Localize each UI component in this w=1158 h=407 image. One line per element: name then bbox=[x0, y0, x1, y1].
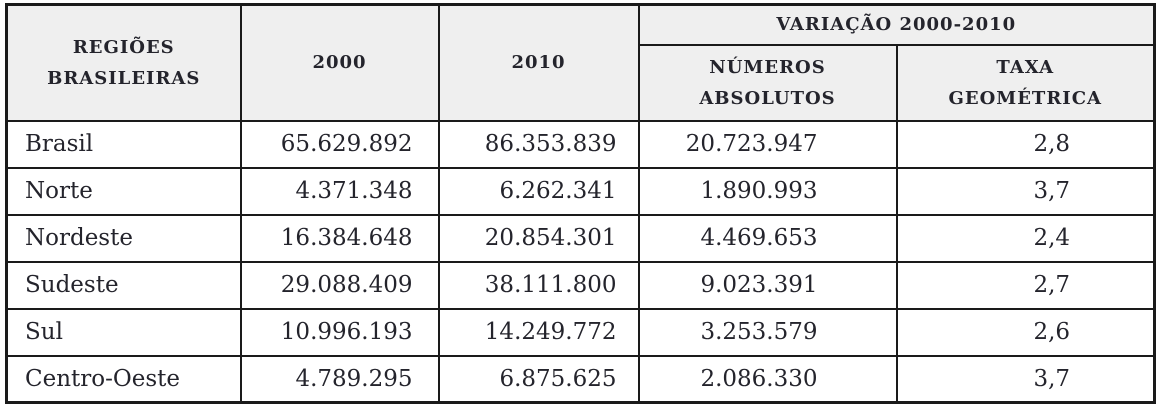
header-absolute-line1: NÚMEROS bbox=[709, 56, 826, 78]
cell-2000: 16.384.648 bbox=[239, 213, 440, 263]
cell-2000: 4.371.348 bbox=[239, 166, 440, 216]
cell-2010: 20.854.301 bbox=[437, 213, 640, 263]
cell-region: Centro-Oeste bbox=[5, 354, 242, 404]
cell-2010: 86.353.839 bbox=[437, 119, 640, 169]
cell-region: Norte bbox=[5, 166, 242, 216]
header-regions: REGIÕES BRASILEIRAS bbox=[5, 3, 242, 122]
table-row-norte: Norte 4.371.348 6.262.341 1.890.993 3,7 bbox=[5, 166, 1156, 216]
cell-2000: 65.629.892 bbox=[239, 119, 440, 169]
table-row-brasil: Brasil 65.629.892 86.353.839 20.723.947 … bbox=[5, 119, 1156, 169]
cell-2010: 6.262.341 bbox=[437, 166, 640, 216]
header-variation: VARIAÇÃO 2000-2010 bbox=[637, 3, 1156, 46]
table-row-sudeste: Sudeste 29.088.409 38.111.800 9.023.391 … bbox=[5, 260, 1156, 310]
header-2000: 2000 bbox=[239, 3, 440, 122]
header-absolute-line2: ABSOLUTOS bbox=[699, 87, 836, 109]
table-header: REGIÕES BRASILEIRAS 2000 2010 VARIAÇÃO 2… bbox=[5, 3, 1156, 122]
cell-2000: 4.789.295 bbox=[239, 354, 440, 404]
cell-geometric-rate: 3,7 bbox=[895, 354, 1156, 404]
cell-absolute-change: 3.253.579 bbox=[637, 307, 898, 357]
cell-region: Brasil bbox=[5, 119, 242, 169]
cell-absolute-change: 9.023.391 bbox=[637, 260, 898, 310]
cell-2010: 38.111.800 bbox=[437, 260, 640, 310]
cell-geometric-rate: 2,8 bbox=[895, 119, 1156, 169]
cell-2010: 6.875.625 bbox=[437, 354, 640, 404]
header-2010: 2010 bbox=[437, 3, 640, 122]
cell-region: Sudeste bbox=[5, 260, 242, 310]
cell-geometric-rate: 2,7 bbox=[895, 260, 1156, 310]
header-rate-line2: GEOMÉTRICA bbox=[948, 87, 1102, 109]
header-rate-line1: TAXA bbox=[996, 56, 1055, 78]
cell-geometric-rate: 2,4 bbox=[895, 213, 1156, 263]
header-absolute-numbers: NÚMEROS ABSOLUTOS bbox=[637, 43, 898, 122]
table-row-sul: Sul 10.996.193 14.249.772 3.253.579 2,6 bbox=[5, 307, 1156, 357]
table-row-nordeste: Nordeste 16.384.648 20.854.301 4.469.653… bbox=[5, 213, 1156, 263]
header-row-sub: NÚMEROS ABSOLUTOS TAXA GEOMÉTRICA bbox=[7, 43, 1156, 122]
cell-absolute-change: 1.890.993 bbox=[637, 166, 898, 216]
cell-absolute-change: 2.086.330 bbox=[637, 354, 898, 404]
cell-absolute-change: 20.723.947 bbox=[637, 119, 898, 169]
header-regions-line1: REGIÕES bbox=[72, 36, 175, 58]
cell-2000: 10.996.193 bbox=[239, 307, 440, 357]
header-regions-line2: BRASILEIRAS bbox=[47, 67, 201, 89]
table-body: Brasil 65.629.892 86.353.839 20.723.947 … bbox=[5, 119, 1156, 404]
header-row-top: REGIÕES BRASILEIRAS 2000 2010 VARIAÇÃO 2… bbox=[5, 3, 1156, 122]
table-row-centro-oeste: Centro-Oeste 4.789.295 6.875.625 2.086.3… bbox=[5, 354, 1156, 404]
cell-absolute-change: 4.469.653 bbox=[637, 213, 898, 263]
cell-2010: 14.249.772 bbox=[437, 307, 640, 357]
cell-region: Sul bbox=[5, 307, 242, 357]
cell-2000: 29.088.409 bbox=[239, 260, 440, 310]
cell-region: Nordeste bbox=[5, 213, 242, 263]
cell-geometric-rate: 3,7 bbox=[895, 166, 1156, 216]
header-geometric-rate: TAXA GEOMÉTRICA bbox=[895, 43, 1156, 122]
cell-geometric-rate: 2,6 bbox=[895, 307, 1156, 357]
census-table: REGIÕES BRASILEIRAS 2000 2010 VARIAÇÃO 2… bbox=[5, 3, 1157, 404]
